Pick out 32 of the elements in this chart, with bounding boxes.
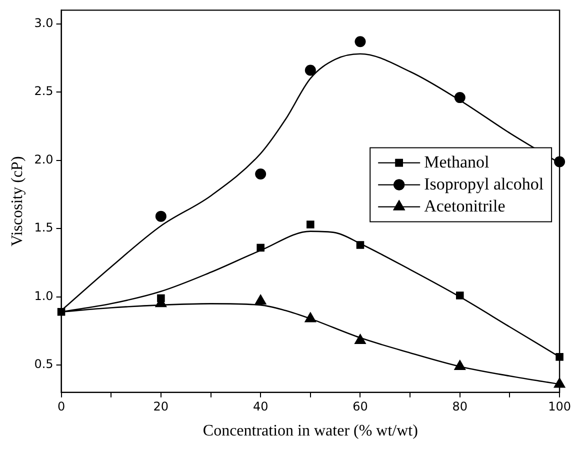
point: [454, 92, 466, 104]
x-axis-title: Concentration in water (% wt/wt): [202, 422, 418, 440]
point: [304, 64, 316, 76]
point: [556, 353, 564, 361]
legend-label: Methanol: [424, 152, 490, 172]
point: [256, 244, 264, 252]
point: [354, 334, 366, 344]
x-tick-label: 100: [548, 400, 571, 414]
point: [356, 241, 364, 249]
y-tick-label: 0.5: [34, 357, 54, 372]
point: [304, 312, 316, 322]
legend-label: Acetonitrile: [424, 196, 506, 216]
y-tick-label: 1.0: [34, 288, 54, 303]
legend-label: Isopropyl alcohol: [424, 174, 544, 194]
y-tick-label: 1.5: [34, 220, 54, 235]
y-tick-label: 3.0: [34, 16, 54, 30]
x-tick-label: 20: [153, 400, 169, 414]
x-tick-label: 60: [352, 400, 368, 414]
point: [155, 210, 166, 222]
x-tick-label: 40: [252, 400, 268, 414]
point: [354, 36, 366, 48]
y-axis-title: Viscosity (cP): [8, 156, 26, 246]
point: [157, 294, 165, 302]
y-tick-label: 2.0: [34, 152, 54, 166]
point: [306, 220, 314, 228]
y-tick-label: 2.5: [34, 84, 54, 98]
point: [454, 359, 466, 370]
x-tick-label: 80: [452, 400, 468, 414]
point: [456, 292, 464, 300]
x-tick-label: 0: [57, 400, 66, 414]
point: [255, 168, 266, 180]
point: [254, 294, 267, 304]
